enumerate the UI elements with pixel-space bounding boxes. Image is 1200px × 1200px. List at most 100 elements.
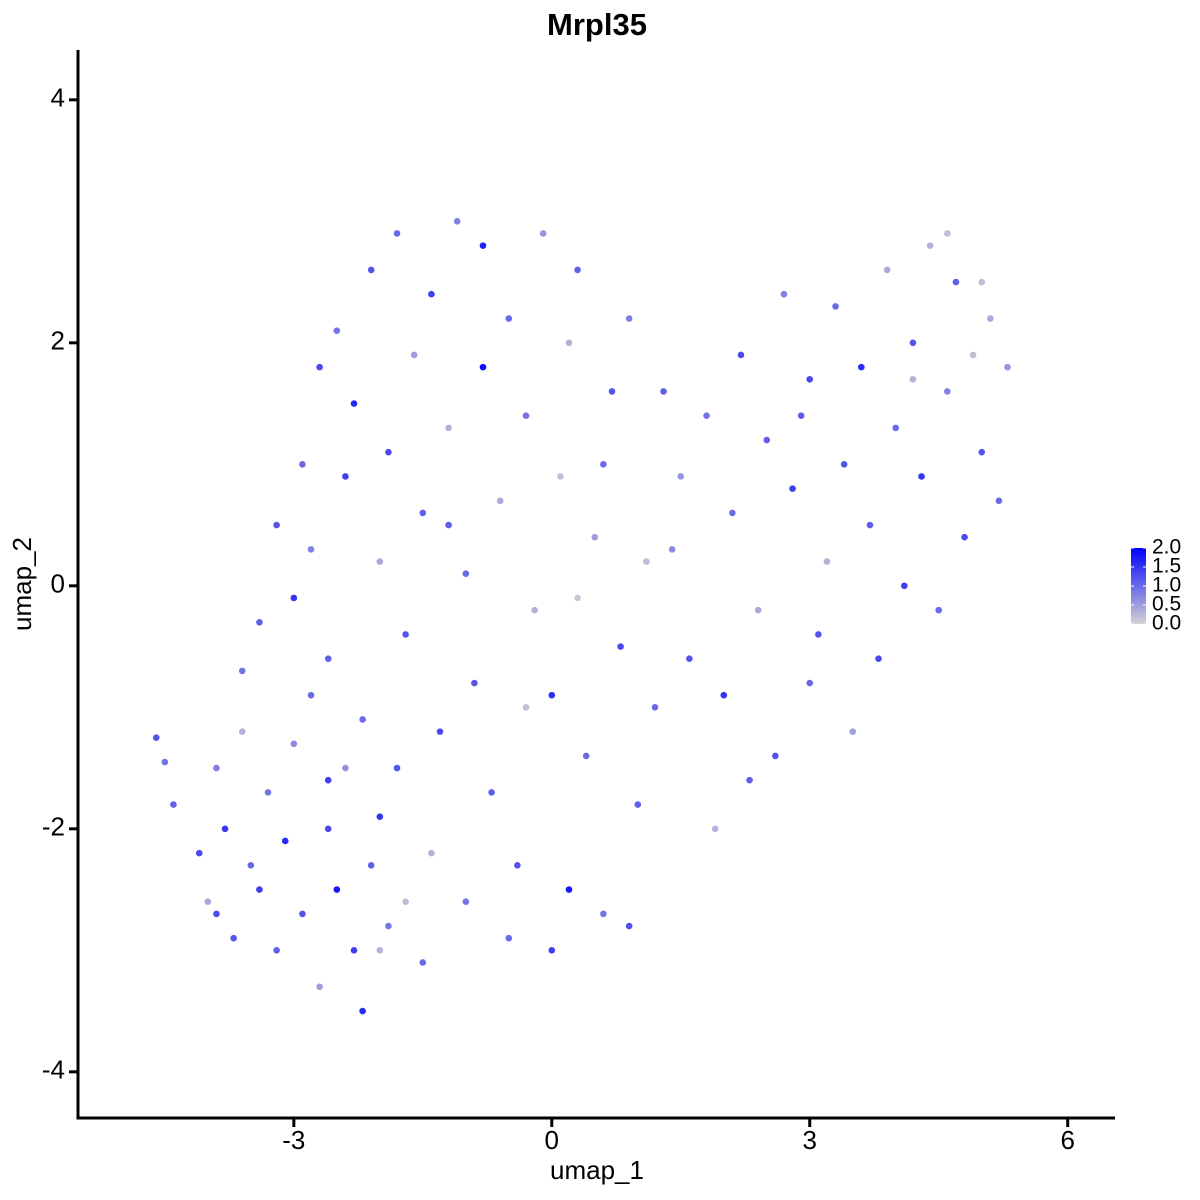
point (376, 947, 384, 954)
point (634, 801, 642, 808)
point (393, 764, 401, 772)
point (806, 375, 814, 383)
point (643, 558, 650, 565)
point (901, 582, 908, 590)
point (875, 655, 882, 663)
point (858, 363, 865, 371)
point (402, 631, 409, 638)
point (677, 473, 685, 480)
point (952, 278, 960, 286)
point (419, 959, 427, 966)
point (324, 655, 332, 663)
point (978, 278, 986, 286)
x-tick-label: 0 (545, 1125, 559, 1155)
point (961, 533, 968, 541)
point (944, 230, 951, 237)
point (213, 764, 220, 772)
point (152, 734, 160, 741)
point (617, 643, 624, 650)
point (195, 849, 203, 857)
point (204, 898, 212, 906)
point (883, 266, 891, 274)
point (307, 691, 315, 699)
point (574, 594, 581, 602)
point (608, 388, 616, 395)
point (582, 752, 590, 760)
point (342, 473, 349, 480)
point (944, 388, 951, 395)
point (600, 910, 607, 918)
point (574, 266, 581, 274)
x-tick-label: 6 (1060, 1125, 1074, 1155)
point (359, 1007, 366, 1015)
point (290, 740, 298, 748)
point (522, 412, 530, 420)
point (840, 461, 848, 468)
point (316, 363, 323, 371)
y-tick-label: 0 (51, 569, 65, 599)
point (324, 776, 332, 784)
point (600, 461, 607, 468)
point (221, 825, 229, 833)
point (264, 789, 272, 796)
point (376, 813, 384, 820)
y-axis-label: umap_2 (7, 537, 37, 631)
point (686, 655, 693, 663)
point (548, 947, 556, 954)
point (557, 473, 564, 480)
point (419, 509, 427, 517)
color-bar-label: 2.0 (1152, 536, 1181, 559)
point (565, 886, 573, 893)
point (746, 776, 753, 784)
point (548, 691, 556, 699)
point (376, 558, 384, 565)
point (729, 509, 736, 517)
point (170, 801, 177, 808)
point (892, 424, 900, 432)
point (230, 934, 237, 942)
point (522, 704, 530, 711)
point (565, 339, 573, 347)
point (660, 388, 667, 395)
point (866, 521, 874, 529)
point (428, 849, 435, 857)
point (324, 825, 332, 833)
point (256, 618, 263, 626)
point (471, 679, 478, 687)
point (479, 363, 487, 371)
point (832, 303, 839, 310)
point (342, 764, 349, 772)
point (849, 728, 857, 735)
point (213, 910, 220, 918)
point (273, 947, 280, 954)
color-bar (1131, 548, 1146, 624)
point (350, 400, 358, 407)
point (350, 947, 358, 954)
point (995, 497, 1003, 505)
point (333, 327, 341, 334)
point (987, 315, 994, 322)
point (238, 728, 246, 735)
point (445, 521, 452, 529)
point (367, 861, 375, 869)
x-tick-label: 3 (803, 1125, 817, 1155)
point (393, 230, 401, 237)
point (514, 861, 521, 869)
point (625, 922, 633, 930)
point (909, 339, 917, 347)
y-tick-label: -4 (42, 1055, 65, 1085)
point (978, 448, 986, 456)
point (316, 983, 323, 991)
point (299, 910, 306, 918)
point (720, 691, 728, 699)
point (496, 497, 504, 505)
point (385, 922, 392, 930)
point (161, 758, 169, 766)
point (462, 570, 470, 577)
point (238, 667, 246, 675)
point (780, 290, 788, 298)
color-bar-label: 1.5 (1152, 555, 1181, 578)
point (273, 521, 280, 529)
